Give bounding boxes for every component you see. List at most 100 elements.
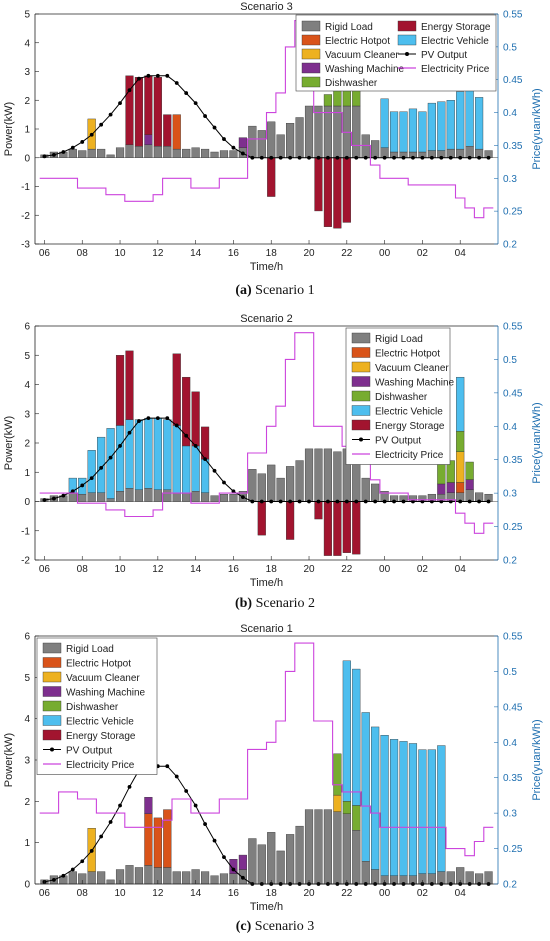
bar-rigid-load xyxy=(163,867,172,885)
x-tick-label: 16 xyxy=(228,248,240,259)
caption-a-label: (a) xyxy=(235,283,252,298)
x-tick-label: 20 xyxy=(303,248,315,259)
pv-output-point xyxy=(118,101,122,106)
legend-vacuum-cleaner-label: Vacuum Cleaner xyxy=(66,673,140,684)
pv-output-point xyxy=(165,764,170,769)
legend-pv-output-label: PV Output xyxy=(375,436,421,447)
legend-energy-storage-swatch xyxy=(42,729,62,741)
bar-rigid-load xyxy=(314,448,323,502)
bar-rigid-load xyxy=(106,154,115,158)
pv-output-point xyxy=(99,834,104,839)
pv-output-point xyxy=(184,91,189,95)
y-right-tick-label: 0.55 xyxy=(503,632,523,643)
legend-washing-machine-label: Washing Machine xyxy=(66,688,146,699)
pv-output-point xyxy=(259,155,264,160)
legend-rigid-load-label: Rigid Load xyxy=(375,334,423,345)
pv-output-point xyxy=(411,155,415,160)
x-axis-label: Time/h xyxy=(250,577,283,589)
x-tick-label: 12 xyxy=(152,888,164,899)
y-right-tick-label: 0.5 xyxy=(503,667,517,678)
y-tick-label: 0 xyxy=(24,880,30,891)
pv-output-point xyxy=(174,81,179,85)
bar-dishwasher xyxy=(465,461,474,480)
pv-output-point xyxy=(42,498,47,502)
x-tick-label: 22 xyxy=(341,248,353,259)
y-tick-label: -3 xyxy=(21,240,30,251)
legend-energy-storage-label: Energy Storage xyxy=(421,22,491,33)
legend-vacuum-cleaner-swatch xyxy=(351,361,371,373)
bar-rigid-load xyxy=(323,809,332,885)
pv-output-point xyxy=(212,125,217,130)
pv-output-point xyxy=(259,499,264,504)
y-tick-label: 1 xyxy=(24,838,30,849)
pv-output-point xyxy=(165,416,170,421)
bar-rigid-load xyxy=(371,140,380,158)
bar-energy-storage xyxy=(352,501,361,555)
chart-panel-c: Scenario 1 0 1 2 3 4 5 6 0.2 0.25 0.3 0.35 0.4 0.45 0.… xyxy=(0,620,550,916)
bar-rigid-load xyxy=(229,150,238,158)
bar-rigid-load xyxy=(352,830,361,885)
pv-output-point xyxy=(411,499,415,504)
y-right-tick-label: 0.2 xyxy=(503,880,517,891)
bar-electric-hotpot xyxy=(163,809,172,868)
pv-output-point xyxy=(203,822,207,826)
y-right-tick-label: 0.5 xyxy=(503,42,517,53)
pv-output-point xyxy=(307,499,311,504)
legend-electric-vehicle-label: Electric Vehicle xyxy=(421,36,489,47)
pv-output-point xyxy=(212,468,217,473)
pv-output-point xyxy=(108,820,113,824)
bar-rigid-load xyxy=(371,869,380,885)
pv-output-point xyxy=(316,155,321,160)
pv-output-point xyxy=(250,499,255,504)
bar-energy-storage xyxy=(163,114,172,147)
bar-electric-vehicle xyxy=(456,376,465,432)
bar-rigid-load xyxy=(97,148,106,158)
pv-output-point xyxy=(335,499,340,504)
pv-output-point xyxy=(89,849,94,853)
pv-output-point xyxy=(42,154,47,159)
legend-dishwasher-label: Dishwasher xyxy=(325,78,378,89)
pv-output-point xyxy=(288,155,293,160)
bar-rigid-load xyxy=(219,493,229,502)
bar-energy-storage xyxy=(134,77,144,147)
x-tick-label: 04 xyxy=(455,888,467,899)
legend-electric-hotpot-swatch xyxy=(42,657,62,668)
legend-electricity-price-label: Electricity Price xyxy=(421,64,490,75)
x-axis-label: Time/h xyxy=(250,261,283,273)
electricity-price-line xyxy=(39,332,494,534)
pv-output-point xyxy=(316,499,321,504)
bar-rigid-load xyxy=(191,147,200,158)
bar-electric-hotpot xyxy=(456,482,465,493)
pv-output-point xyxy=(486,499,491,504)
bar-electric-vehicle xyxy=(389,111,399,153)
x-tick-label: 22 xyxy=(341,888,353,899)
pv-output-point xyxy=(51,152,56,157)
chart-title: Scenario 3 xyxy=(240,1,293,13)
legend-vacuum-cleaner-swatch xyxy=(42,671,62,683)
pv-output-point xyxy=(486,155,491,160)
legend-washing-machine-label: Washing Machine xyxy=(325,64,405,75)
bar-electric-vehicle xyxy=(380,734,389,876)
pv-output-point xyxy=(439,499,444,504)
caption-c: (c) Scenario 3 xyxy=(0,919,550,935)
bar-rigid-load xyxy=(87,148,96,158)
bar-rigid-load xyxy=(115,147,125,158)
pv-output-point xyxy=(288,499,293,504)
bar-dishwasher xyxy=(437,461,446,485)
legend-electricity-price-label: Electricity Price xyxy=(66,760,135,771)
chart-panel-a: Scenario 3 -3 -2 -1 0 1 2 3 4 5 0.2 0.25 0.3 0.35 0.4 0… xyxy=(0,0,550,280)
pv-output-point xyxy=(80,859,85,864)
x-tick-label: 02 xyxy=(417,248,429,259)
y-axis-label: Power(kW) xyxy=(3,102,15,156)
legend-rigid-load-swatch xyxy=(42,642,62,654)
bar-energy-storage xyxy=(333,501,342,556)
bar-washing-machine xyxy=(437,483,446,495)
y-tick-label: 2 xyxy=(24,797,30,808)
caption-b-label: (b) xyxy=(234,596,253,611)
x-tick-label: 02 xyxy=(417,888,429,899)
pv-output-point xyxy=(392,499,396,504)
caption-b: (b) Scenario 2 xyxy=(0,596,550,612)
bar-electric-vehicle xyxy=(465,88,474,147)
pv-output-point xyxy=(222,855,226,860)
y-right-tick-label: 0.4 xyxy=(503,738,517,749)
